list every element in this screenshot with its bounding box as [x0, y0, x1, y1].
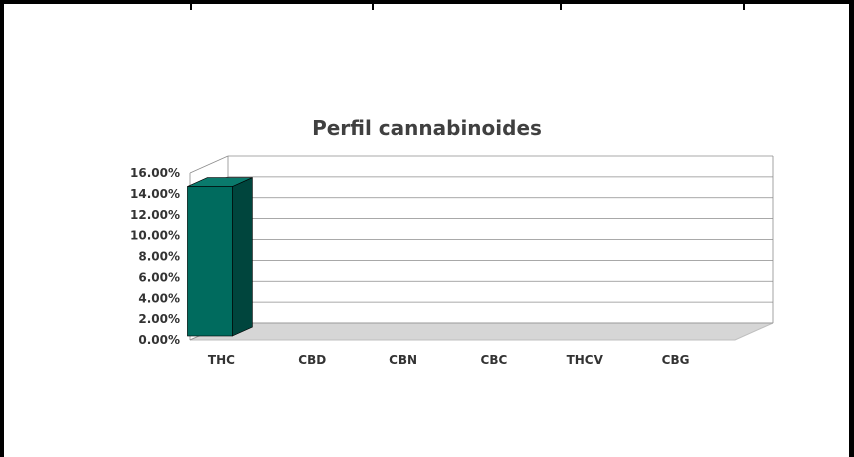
y-tick-label: 2.00% — [138, 312, 180, 326]
x-tick-label: CBC — [481, 353, 508, 367]
x-tick-label: THCV — [567, 353, 604, 367]
bar-side — [232, 177, 253, 337]
y-tick-label: 12.00% — [130, 208, 180, 222]
y-tick-label: 10.00% — [130, 229, 180, 243]
frame-tick — [560, 0, 562, 10]
bar — [187, 186, 233, 337]
chart-title: Perfil cannabinoides — [312, 116, 542, 140]
x-tick-label: CBG — [662, 353, 690, 367]
y-tick-label: 8.00% — [138, 250, 180, 264]
y-tick-label: 14.00% — [130, 187, 180, 201]
y-tick-label: 6.00% — [138, 270, 180, 284]
frame-tick — [190, 0, 192, 10]
frame-tick — [743, 0, 745, 10]
frame-tick — [372, 0, 374, 10]
y-tick-label: 16.00% — [130, 166, 180, 180]
x-tick-label: THC — [208, 353, 235, 367]
x-tick-label: CBN — [389, 353, 417, 367]
y-tick-label: 0.00% — [138, 333, 180, 347]
x-tick-label: CBD — [298, 353, 326, 367]
gridline-side — [189, 155, 229, 174]
chart-floor — [189, 322, 774, 341]
y-tick-label: 4.00% — [138, 291, 180, 305]
